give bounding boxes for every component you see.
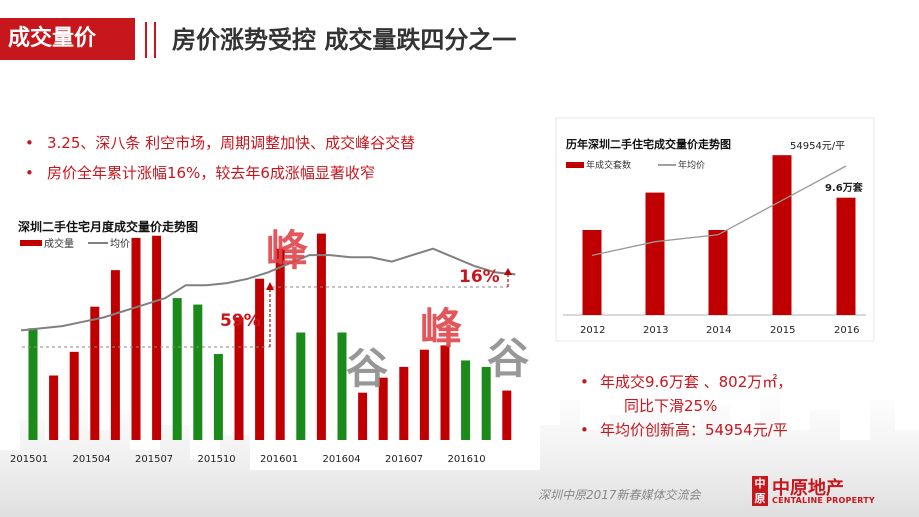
monthly-bar (110, 270, 120, 440)
monthly-bar (296, 332, 306, 440)
annotation-59: 59% (220, 311, 261, 331)
skyline-background (0, 385, 919, 517)
monthly-bar (337, 332, 347, 440)
monthly-bar (316, 233, 326, 440)
monthly-bar (419, 349, 429, 440)
monthly-bar (131, 237, 141, 440)
monthly-bar (440, 345, 450, 440)
bullet-item: • 房价全年累计涨幅16%，较去年6成涨幅显著收窄 (25, 164, 375, 182)
monthly-bar (49, 375, 59, 440)
monthly-bar (399, 366, 409, 440)
logo-en: CENTALINE PROPERTY (772, 496, 875, 505)
monthly-x-tick: 201607 (385, 454, 423, 465)
logo-mark-icon: 中原 (752, 476, 768, 506)
monthly-bar (234, 317, 244, 440)
yearly-bar (708, 230, 728, 315)
yearly-bullets: • 年成交9.6万套 、802万㎡， 同比下滑25% • 年均价创新高：54954元/… (580, 370, 792, 442)
monthly-price-line (20, 247, 516, 332)
yearly-x-tick: 2012 (580, 325, 605, 336)
bullet-text: 年成交9.6万套 、802万㎡， (600, 373, 793, 391)
monthly-bar (358, 392, 368, 440)
legend-price-label: 均价 (110, 238, 130, 250)
monthly-x-tick: 201604 (323, 454, 361, 465)
yearly-price-line (591, 165, 847, 257)
monthly-bar (461, 360, 471, 440)
footer-event: 深圳中原2017新春媒体交流会 (538, 488, 701, 502)
monthly-bar (378, 377, 388, 440)
page-title: 房价涨势受控 成交量跌四分之一 (172, 26, 517, 54)
legend-volume-swatch (20, 240, 42, 246)
arrow-16-head (504, 268, 512, 275)
monthly-x-tick: 201610 (448, 454, 486, 465)
yearly-x-tick: 2015 (770, 325, 795, 336)
monthly-bar (502, 390, 512, 440)
yearly-legend-price-label: 年均价 (678, 159, 705, 171)
monthly-bar (213, 354, 223, 440)
centaline-logo: 中原 中原地产 CENTALINE PROPERTY (752, 474, 892, 510)
legend-volume-label: 成交量 (44, 237, 74, 250)
yearly-bar (645, 192, 665, 315)
bullet-item: • 3.25、深八条 利空市场，周期调整加快、成交峰谷交替 (25, 134, 416, 152)
yearly-bar (772, 155, 792, 315)
monthly-x-tick: 201501 (10, 454, 48, 465)
bullet-text-cont: 同比下滑25% (624, 397, 718, 415)
annotation-peak-1: 峰 (266, 226, 308, 275)
monthly-bar (255, 278, 265, 440)
monthly-x-tick: 201601 (260, 454, 298, 465)
monthly-bar (90, 306, 100, 440)
bullet-item: • 年均价创新高：54954元/平 (580, 421, 788, 439)
bullet-text: 3.25、深八条 利空市场，周期调整加快、成交峰谷交替 (47, 134, 416, 152)
bullet-text: 年均价创新高：54954元/平 (600, 421, 788, 439)
yearly-volume-label: 9.6万套 (825, 181, 864, 194)
summary-bullets: • 3.25、深八条 利空市场，周期调整加快、成交峰谷交替 • 房价全年累计涨幅16… (25, 128, 415, 188)
yearly-bar (582, 230, 602, 315)
title-divider (145, 22, 159, 58)
monthly-bar (152, 235, 162, 440)
yearly-price-label: 54954元/平 (790, 141, 845, 152)
yearly-x-tick: 2014 (706, 325, 731, 336)
yearly-bar (836, 197, 856, 315)
section-tag: 成交量价 (0, 18, 135, 60)
arrow-59-head (266, 282, 274, 290)
yearly-legend-volume-swatch (566, 162, 584, 168)
yearly-legend-volume-label: 年成交套数 (586, 159, 631, 171)
monthly-bar (69, 351, 79, 440)
monthly-bar (193, 304, 203, 440)
monthly-bar (481, 366, 491, 440)
annotation-16: 16% (459, 267, 500, 287)
monthly-bar (28, 328, 38, 440)
bullet-item: • 年成交9.6万套 、802万㎡， 同比下滑25% (580, 373, 793, 415)
monthly-x-tick: 201504 (73, 454, 111, 465)
annotation-valley-1: 谷 (346, 344, 388, 393)
monthly-chart-title: 深圳二手住宅月度成交量价走势图 (18, 219, 198, 234)
monthly-x-tick: 201507 (135, 454, 173, 465)
yearly-x-tick: 2016 (834, 325, 859, 336)
monthly-bar (172, 298, 182, 440)
yearly-x-tick: 2013 (643, 325, 668, 336)
monthly-bar (275, 248, 285, 440)
annotation-peak-2: 峰 (420, 304, 462, 353)
bullet-text: 房价全年累计涨幅16%，较去年6成涨幅显著收窄 (47, 164, 375, 182)
monthly-x-tick: 201510 (198, 454, 236, 465)
annotation-valley-2: 谷 (487, 334, 529, 383)
yearly-chart-title: 历年深圳二手住宅成交量价走势图 (566, 137, 731, 151)
logo-cn: 中原地产 (772, 478, 844, 499)
